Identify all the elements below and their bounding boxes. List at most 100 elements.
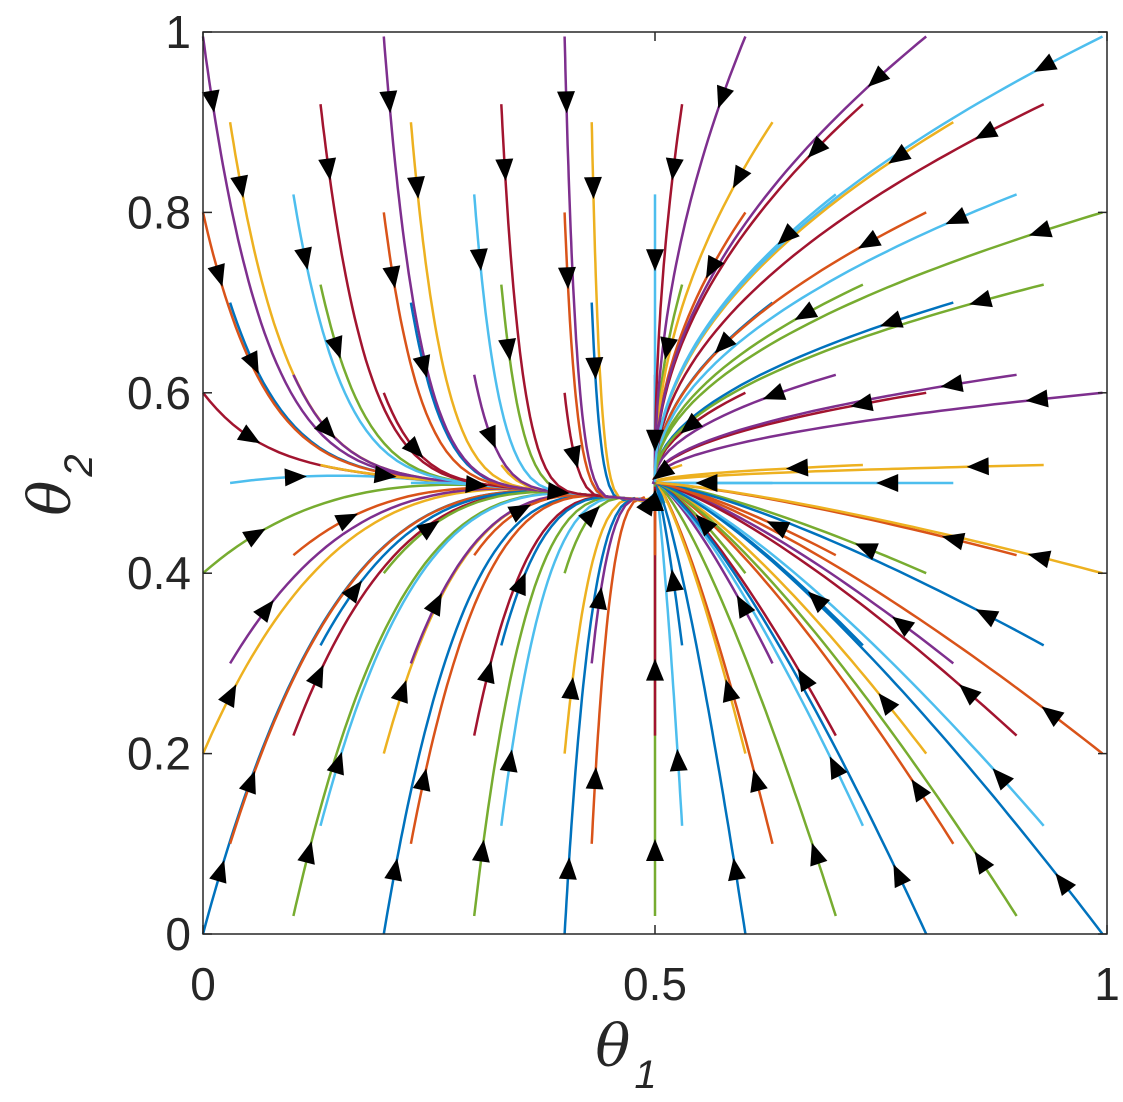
flow-arrow bbox=[242, 528, 266, 548]
flow-arrow bbox=[469, 248, 488, 272]
flow-arrow bbox=[578, 505, 600, 528]
streamline bbox=[656, 481, 1104, 935]
flow-arrow bbox=[326, 751, 344, 776]
flow-arrow bbox=[557, 266, 576, 290]
streamline bbox=[201, 212, 663, 504]
streamline bbox=[472, 489, 663, 736]
streamline bbox=[659, 485, 837, 917]
flow-arrow bbox=[940, 374, 964, 393]
flow-arrow bbox=[646, 839, 664, 861]
flow-arrow bbox=[230, 174, 248, 198]
streamline bbox=[382, 36, 662, 503]
streamline bbox=[653, 35, 927, 485]
flow-arrow bbox=[646, 249, 664, 272]
flow-arrow bbox=[236, 424, 261, 444]
flow-arrow bbox=[412, 354, 431, 378]
streamline bbox=[653, 373, 837, 479]
flow-arrow bbox=[477, 660, 495, 685]
flow-arrow bbox=[750, 769, 768, 793]
flow-arrow bbox=[797, 668, 817, 693]
flow-arrow bbox=[666, 569, 684, 593]
flow-arrow bbox=[241, 350, 259, 374]
flow-arrow bbox=[941, 532, 966, 551]
streamline bbox=[201, 36, 660, 503]
flow-arrow bbox=[975, 609, 1000, 628]
flow-arrow bbox=[850, 393, 874, 412]
flow-arrow bbox=[911, 779, 932, 803]
streamline bbox=[653, 103, 1045, 478]
flow-arrow bbox=[652, 459, 676, 480]
streamline bbox=[657, 481, 1045, 827]
flow-arrow bbox=[390, 680, 408, 704]
streamline bbox=[590, 496, 657, 844]
flow-arrow bbox=[680, 412, 704, 434]
flow-arrow bbox=[1028, 220, 1053, 238]
flow-arrow bbox=[416, 520, 440, 541]
streamline bbox=[660, 482, 1104, 755]
flow-arrow bbox=[732, 164, 752, 189]
flow-arrow bbox=[465, 475, 488, 494]
y-tick-label: 0.8 bbox=[127, 186, 191, 238]
flow-arrow bbox=[209, 860, 227, 884]
flow-arrow bbox=[478, 424, 496, 449]
flow-arrow bbox=[646, 489, 664, 511]
streamline bbox=[660, 482, 1018, 917]
flow-arrow bbox=[373, 465, 397, 484]
streamline bbox=[201, 480, 665, 935]
flow-arrow bbox=[407, 176, 425, 199]
flow-arrow bbox=[1041, 706, 1065, 728]
streamline bbox=[653, 211, 1103, 479]
y-tick-label: 0 bbox=[165, 908, 191, 960]
flow-arrow bbox=[294, 246, 312, 270]
flow-arrow bbox=[974, 120, 999, 140]
streamline bbox=[660, 483, 955, 845]
streamline bbox=[653, 35, 1104, 482]
flow-arrow bbox=[878, 693, 900, 716]
flow-arrow bbox=[218, 684, 237, 708]
flow-arrow bbox=[585, 356, 604, 380]
flow-arrow bbox=[313, 416, 336, 439]
flow-arrow bbox=[382, 265, 401, 289]
flow-arrow bbox=[810, 842, 828, 867]
flow-arrow bbox=[867, 65, 891, 87]
flow-arrow bbox=[471, 839, 490, 863]
streamline bbox=[655, 484, 684, 646]
streamline bbox=[651, 391, 1103, 485]
streamline bbox=[655, 481, 774, 664]
flow-arrow bbox=[829, 756, 848, 781]
x-tick-label: 0.5 bbox=[623, 958, 687, 1010]
streamline bbox=[653, 283, 864, 485]
flow-arrow bbox=[507, 504, 532, 523]
flow-arrow bbox=[557, 91, 575, 114]
flow-arrow bbox=[238, 770, 256, 795]
flow-arrow bbox=[561, 677, 580, 701]
streamline bbox=[500, 104, 654, 503]
flow-arrow bbox=[888, 143, 912, 164]
y-tick-label: 0.4 bbox=[127, 547, 191, 599]
flow-arrow bbox=[974, 851, 995, 875]
flow-arrow bbox=[589, 587, 607, 611]
y-tick-label: 1 bbox=[165, 6, 191, 58]
flow-arrow bbox=[495, 158, 514, 181]
flow-arrow bbox=[583, 176, 602, 200]
flow-arrow bbox=[1025, 389, 1049, 408]
streamline bbox=[655, 491, 684, 826]
flow-arrow bbox=[716, 84, 734, 109]
flow-arrow bbox=[966, 457, 989, 476]
flow-arrow bbox=[959, 684, 982, 706]
flow-arrow bbox=[558, 857, 577, 880]
y-tick-label: 0.6 bbox=[127, 367, 191, 419]
flow-arrow bbox=[665, 157, 684, 181]
flow-arrow bbox=[766, 521, 791, 539]
flow-arrow bbox=[736, 595, 756, 619]
flow-arrow bbox=[401, 435, 424, 459]
flow-arrow bbox=[201, 89, 220, 113]
flow-arrow bbox=[876, 474, 899, 492]
flow-arrow bbox=[297, 841, 315, 865]
flow-arrow bbox=[379, 90, 398, 114]
flow-arrow bbox=[669, 748, 688, 772]
flow-arrow bbox=[646, 429, 664, 452]
flow-arrow bbox=[695, 514, 718, 537]
